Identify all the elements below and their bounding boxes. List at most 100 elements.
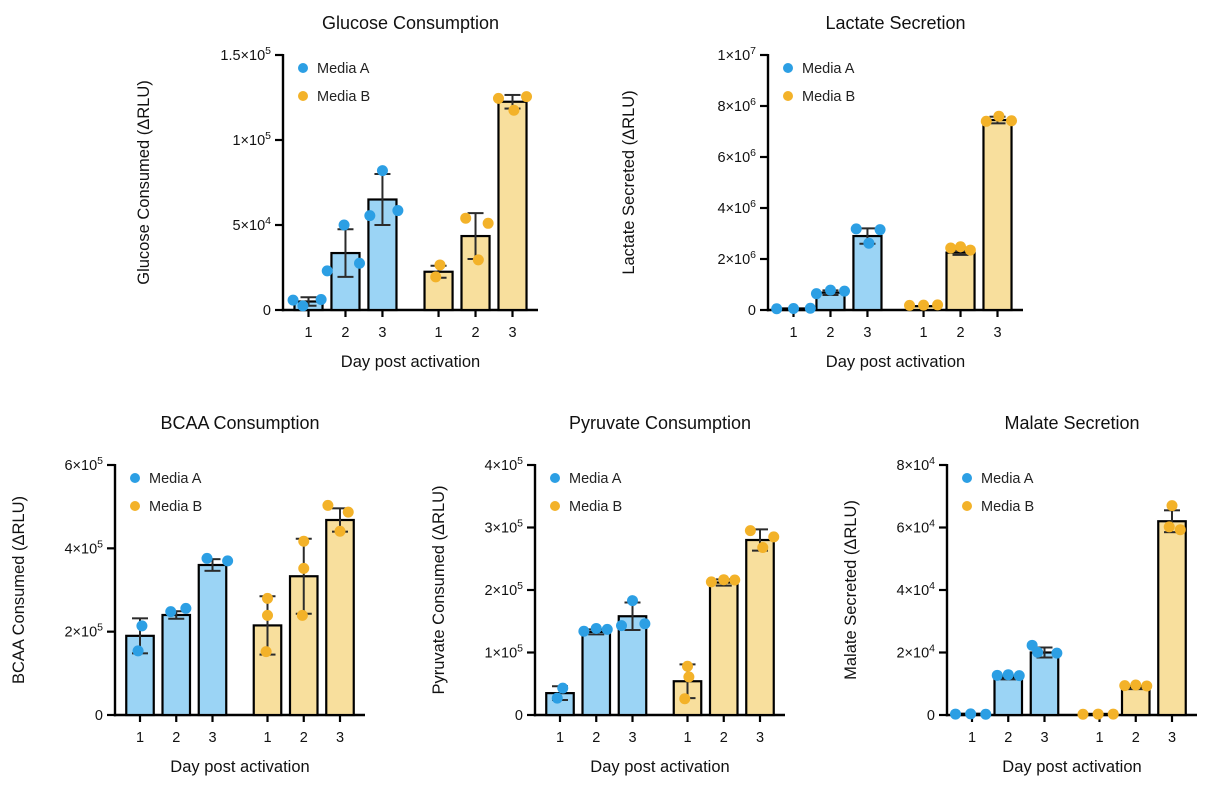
bar-media-b-day3 xyxy=(325,518,355,717)
x-tick-label: 1 xyxy=(136,730,144,746)
data-point xyxy=(1077,708,1089,720)
data-point xyxy=(262,609,273,621)
legend-dot-media-a xyxy=(130,473,140,483)
x-tick-label: 2 xyxy=(1132,730,1140,746)
legend-label: Media A xyxy=(149,471,202,487)
data-point xyxy=(334,525,346,537)
data-point xyxy=(392,205,404,217)
data-point xyxy=(993,110,1005,122)
chart-pyruvate-consumption: Pyruvate Consumption 0 1×105 2×105 3×105 4×10… xyxy=(420,405,803,790)
bar-media-a-day3 xyxy=(1029,651,1060,717)
legend-label: Media A xyxy=(981,471,1034,487)
y-axis-label: Malate Secreted (ΔRLU) xyxy=(842,500,860,680)
data-point xyxy=(965,708,977,720)
chart-svg: Lactate Secretion 0 2×106 4×106 6×106 8×106 1×… xyxy=(620,13,1023,371)
data-point xyxy=(980,708,992,720)
x-tick-label: 2 xyxy=(1004,730,1012,746)
x-tick-label: 1 xyxy=(1095,730,1103,746)
x-tick-label: 1 xyxy=(435,325,443,341)
data-point xyxy=(482,217,494,229)
data-point xyxy=(955,241,967,253)
legend-label: Media A xyxy=(569,471,622,487)
x-axis-label: Day post activation xyxy=(1002,758,1141,776)
data-point xyxy=(298,535,310,547)
data-point xyxy=(298,562,310,574)
legend-label: Media A xyxy=(317,61,370,77)
y-axis-label: Lactate Secreted (ΔRLU) xyxy=(620,90,638,274)
x-tick-label: 2 xyxy=(592,730,600,746)
x-tick-label: 2 xyxy=(471,325,479,341)
legend-label: Media B xyxy=(317,89,370,105)
x-tick-label: 2 xyxy=(300,730,308,746)
data-point xyxy=(627,595,638,607)
x-tick-label: 1 xyxy=(304,325,312,341)
y-axis-label: Pyruvate Consumed (ΔRLU) xyxy=(430,485,448,694)
data-point xyxy=(788,302,799,314)
data-point xyxy=(757,542,769,553)
x-tick-label: 1 xyxy=(263,730,271,746)
data-point xyxy=(1107,708,1119,720)
data-point xyxy=(839,285,850,297)
y-tick-label: 0 xyxy=(927,708,935,724)
data-point xyxy=(874,224,886,236)
legend-dot-media-a xyxy=(783,63,793,73)
y-tick-label: 2×105 xyxy=(484,580,523,599)
y-tick-label: 8×106 xyxy=(717,96,756,115)
data-point xyxy=(132,645,144,657)
x-tick-label: 3 xyxy=(863,325,871,341)
data-point xyxy=(201,552,213,564)
y-tick-label: 4×106 xyxy=(717,198,756,217)
y-tick-label: 6×106 xyxy=(717,147,756,166)
y-tick-label: 5×104 xyxy=(232,215,271,234)
legend-label: Media B xyxy=(802,89,855,105)
bar-media-b-day2 xyxy=(1120,686,1151,717)
data-point xyxy=(472,254,484,266)
data-point xyxy=(863,237,875,249)
data-point xyxy=(590,622,602,634)
x-axis-label: Day post activation xyxy=(170,758,309,776)
data-point xyxy=(492,92,504,104)
y-tick-label: 0 xyxy=(95,708,103,724)
x-tick-label: 2 xyxy=(720,730,728,746)
legend-dot-media-a xyxy=(550,473,560,483)
data-point xyxy=(460,212,472,224)
data-point xyxy=(679,693,691,705)
x-tick-label: 3 xyxy=(1168,730,1176,746)
chart-title: BCAA Consumption xyxy=(160,413,319,433)
y-tick-label: 1.5×105 xyxy=(220,45,271,64)
data-point xyxy=(222,555,234,567)
data-point xyxy=(980,115,992,127)
bar-media-a-day3 xyxy=(852,234,883,312)
x-tick-label: 3 xyxy=(208,730,216,746)
chart-svg: Malate Secretion 0 2×104 4×104 6×104 8×104 Mal… xyxy=(842,413,1197,776)
data-point xyxy=(932,299,944,311)
y-tick-label: 8×104 xyxy=(896,455,935,474)
data-point xyxy=(364,210,376,222)
data-point xyxy=(578,625,590,637)
data-point xyxy=(718,574,730,586)
y-tick-label: 1×107 xyxy=(717,45,756,64)
y-tick-label: 0 xyxy=(515,708,523,724)
y-tick-label: 1×105 xyxy=(232,130,271,149)
bar-media-a-day3 xyxy=(197,563,228,717)
data-point xyxy=(639,618,651,630)
data-point xyxy=(950,708,961,720)
x-tick-label: 1 xyxy=(968,730,976,746)
bar-media-b-day3 xyxy=(745,538,775,717)
x-tick-label: 3 xyxy=(378,325,386,341)
data-point xyxy=(1092,708,1104,720)
chart-glucose-consumption: Glucose Consumption 0 5×104 1×105 1.5×105 Glu… xyxy=(125,5,556,390)
data-point xyxy=(1130,679,1142,691)
y-tick-label: 6×104 xyxy=(896,518,935,537)
y-tick-label: 0 xyxy=(263,303,271,319)
data-point xyxy=(296,609,308,621)
chart-title: Lactate Secretion xyxy=(825,13,965,33)
y-axis-label: Glucose Consumed (ΔRLU) xyxy=(135,80,153,285)
x-tick-label: 3 xyxy=(336,730,344,746)
y-tick-label: 1×105 xyxy=(484,643,523,662)
data-point xyxy=(262,592,273,604)
y-tick-label: 2×104 xyxy=(896,643,935,662)
bar-media-a-day2 xyxy=(993,676,1024,717)
data-point xyxy=(1141,680,1153,692)
